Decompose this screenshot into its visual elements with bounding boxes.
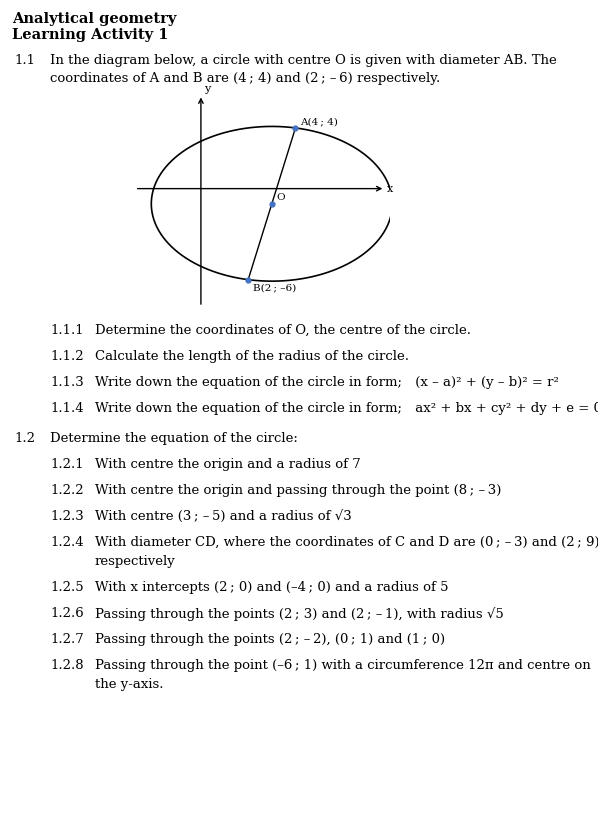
Text: 1.1.1: 1.1.1: [50, 324, 84, 337]
Text: 1.2.4: 1.2.4: [50, 536, 84, 549]
Text: 1.1.4: 1.1.4: [50, 402, 84, 415]
Text: Analytical geometry: Analytical geometry: [12, 12, 176, 26]
Text: 1.2.2: 1.2.2: [50, 484, 84, 497]
Text: Passing through the points (2 ; – 2), (0 ; 1) and (1 ; 0): Passing through the points (2 ; – 2), (0…: [95, 633, 445, 646]
Text: 1.2.6: 1.2.6: [50, 607, 84, 620]
Text: A(4 ; 4): A(4 ; 4): [300, 117, 338, 126]
Text: Write down the equation of the circle in form; ax² + bx + cy² + dy + e = 0: Write down the equation of the circle in…: [95, 402, 598, 415]
Text: 1.2: 1.2: [14, 432, 35, 445]
Text: 1.2.7: 1.2.7: [50, 633, 84, 646]
Text: With centre (3 ; – 5) and a radius of √3: With centre (3 ; – 5) and a radius of √3: [95, 510, 352, 523]
Text: In the diagram below, a circle with centre O is given with diameter AB. The: In the diagram below, a circle with cent…: [50, 54, 557, 67]
Text: 1.2.8: 1.2.8: [50, 659, 84, 672]
Text: With centre the origin and passing through the point (8 ; – 3): With centre the origin and passing throu…: [95, 484, 501, 497]
Text: the y-axis.: the y-axis.: [95, 678, 163, 691]
Text: Determine the equation of the circle:: Determine the equation of the circle:: [50, 432, 298, 445]
Text: 1.1.3: 1.1.3: [50, 376, 84, 389]
Text: With diameter CD, where the coordinates of C and D are (0 ; – 3) and (2 ; 9): With diameter CD, where the coordinates …: [95, 536, 598, 549]
Text: Write down the equation of the circle in form; (x – a)² + (y – b)² = r²: Write down the equation of the circle in…: [95, 376, 559, 389]
Text: x: x: [386, 183, 393, 193]
Text: 1.1: 1.1: [14, 54, 35, 67]
Text: With centre the origin and a radius of 7: With centre the origin and a radius of 7: [95, 458, 361, 471]
Text: Determine the coordinates of O, the centre of the circle.: Determine the coordinates of O, the cent…: [95, 324, 471, 337]
Text: 1.2.5: 1.2.5: [50, 581, 84, 594]
Text: Learning Activity 1: Learning Activity 1: [12, 28, 169, 42]
Text: B(2 ; –6): B(2 ; –6): [253, 283, 296, 292]
Text: Calculate the length of the radius of the circle.: Calculate the length of the radius of th…: [95, 350, 409, 363]
Text: 1.2.3: 1.2.3: [50, 510, 84, 523]
Text: Passing through the point (–6 ; 1) with a circumference 12π and centre on: Passing through the point (–6 ; 1) with …: [95, 659, 591, 672]
Text: respectively: respectively: [95, 555, 176, 568]
Text: 1.2.1: 1.2.1: [50, 458, 84, 471]
Text: O: O: [276, 193, 285, 202]
Text: With x intercepts (2 ; 0) and (–4 ; 0) and a radius of 5: With x intercepts (2 ; 0) and (–4 ; 0) a…: [95, 581, 448, 594]
Text: 1.1.2: 1.1.2: [50, 350, 84, 363]
Text: y: y: [205, 83, 210, 94]
Text: Passing through the points (2 ; 3) and (2 ; – 1), with radius √5: Passing through the points (2 ; 3) and (…: [95, 607, 504, 620]
Text: coordinates of A and B are (4 ; 4) and (2 ; – 6) respectively.: coordinates of A and B are (4 ; 4) and (…: [50, 72, 440, 85]
